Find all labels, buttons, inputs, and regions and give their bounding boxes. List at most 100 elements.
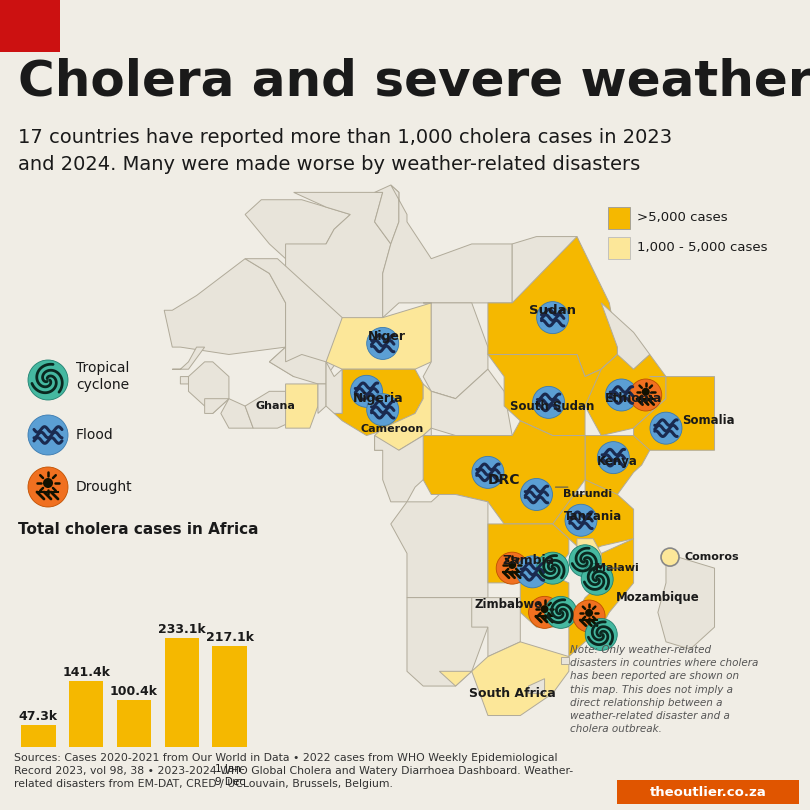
Circle shape (521, 479, 552, 510)
Polygon shape (382, 185, 512, 318)
Circle shape (517, 556, 548, 588)
Polygon shape (326, 362, 343, 413)
Polygon shape (189, 362, 229, 413)
Bar (164, 638, 199, 747)
Circle shape (661, 548, 679, 566)
Text: Note: Only weather-related
disasters in countries where cholera
has been reporte: Note: Only weather-related disasters in … (570, 645, 758, 734)
Text: Ethiopia: Ethiopia (605, 392, 663, 405)
Circle shape (629, 379, 662, 411)
Text: Ghana: Ghana (256, 401, 296, 411)
Text: theoutlier.co.za: theoutlier.co.za (650, 787, 766, 799)
Polygon shape (205, 399, 229, 413)
Text: Malawi: Malawi (595, 563, 639, 573)
Polygon shape (374, 185, 399, 244)
Polygon shape (633, 377, 714, 450)
Polygon shape (488, 355, 601, 436)
Polygon shape (561, 657, 569, 664)
Circle shape (586, 619, 617, 650)
Text: 1 Jan-
9 Dec: 1 Jan- 9 Dec (215, 765, 245, 787)
Polygon shape (488, 237, 617, 377)
Polygon shape (520, 576, 569, 627)
Polygon shape (245, 258, 343, 377)
Bar (0, 0, 60, 52)
Polygon shape (544, 480, 633, 553)
Text: Zimbabwe: Zimbabwe (475, 599, 543, 612)
Polygon shape (407, 598, 488, 686)
Polygon shape (286, 384, 318, 428)
Polygon shape (544, 480, 552, 494)
Polygon shape (390, 494, 488, 598)
Text: Niger: Niger (368, 330, 406, 343)
Text: Sudan: Sudan (529, 304, 576, 317)
Text: 233.1k: 233.1k (158, 623, 206, 636)
Text: Burundi: Burundi (563, 489, 612, 500)
Text: Comoros: Comoros (684, 552, 739, 562)
Text: Cameroon: Cameroon (360, 424, 424, 434)
Circle shape (472, 456, 504, 488)
Polygon shape (658, 553, 714, 649)
Circle shape (573, 600, 605, 632)
Text: Somalia: Somalia (682, 414, 735, 428)
Polygon shape (286, 192, 390, 325)
Circle shape (537, 552, 569, 584)
Circle shape (28, 360, 68, 400)
Circle shape (582, 563, 613, 595)
Text: Tanzania: Tanzania (564, 510, 622, 523)
Bar (617, 780, 799, 804)
Text: 47.3k: 47.3k (19, 710, 58, 723)
Circle shape (351, 375, 382, 407)
Text: Kenya: Kenya (597, 455, 637, 468)
Circle shape (605, 379, 637, 411)
Polygon shape (577, 539, 601, 583)
Circle shape (28, 467, 68, 507)
Circle shape (545, 596, 577, 629)
Circle shape (28, 415, 68, 455)
Polygon shape (512, 237, 593, 303)
Text: 217.1k: 217.1k (206, 630, 254, 643)
Polygon shape (423, 420, 585, 524)
Text: South Africa: South Africa (469, 687, 556, 700)
Polygon shape (471, 598, 520, 657)
Bar (117, 700, 151, 747)
Text: Flood: Flood (76, 428, 113, 442)
Text: Zambia: Zambia (502, 554, 555, 567)
Circle shape (650, 412, 682, 444)
Bar (608, 207, 630, 229)
Polygon shape (423, 303, 488, 399)
Bar (212, 646, 247, 747)
Polygon shape (164, 258, 286, 355)
Circle shape (540, 605, 548, 613)
Circle shape (529, 596, 561, 629)
Text: >5,000 cases: >5,000 cases (637, 211, 727, 224)
Text: Sources: Cases 2020-2021 from Our World in Data • 2022 cases from WHO Weekly Epi: Sources: Cases 2020-2021 from Our World … (14, 753, 573, 790)
Polygon shape (374, 384, 455, 450)
Polygon shape (431, 369, 512, 436)
Text: 141.4k: 141.4k (62, 666, 110, 679)
Circle shape (569, 545, 601, 577)
Text: Nigeria: Nigeria (353, 392, 404, 405)
Bar (608, 237, 630, 259)
Circle shape (367, 394, 399, 426)
Polygon shape (569, 539, 633, 657)
Polygon shape (374, 428, 431, 502)
Polygon shape (544, 465, 552, 480)
Polygon shape (601, 303, 650, 369)
Text: cyclone: cyclone (76, 378, 129, 392)
Polygon shape (270, 347, 326, 384)
Polygon shape (335, 369, 423, 436)
Text: South Sudan: South Sudan (510, 399, 595, 412)
Bar (69, 681, 104, 747)
Text: 1,000 - 5,000 cases: 1,000 - 5,000 cases (637, 241, 768, 254)
Polygon shape (181, 377, 197, 384)
Text: Cholera and severe weather: Cholera and severe weather (18, 58, 810, 106)
Polygon shape (318, 384, 326, 413)
Circle shape (585, 609, 593, 617)
Circle shape (508, 561, 516, 569)
Circle shape (43, 478, 53, 488)
Text: Drought: Drought (76, 480, 133, 494)
Polygon shape (173, 347, 205, 369)
Text: 100.4k: 100.4k (110, 684, 158, 697)
Text: Tropical: Tropical (76, 361, 130, 375)
Polygon shape (488, 524, 569, 583)
Circle shape (533, 386, 565, 419)
